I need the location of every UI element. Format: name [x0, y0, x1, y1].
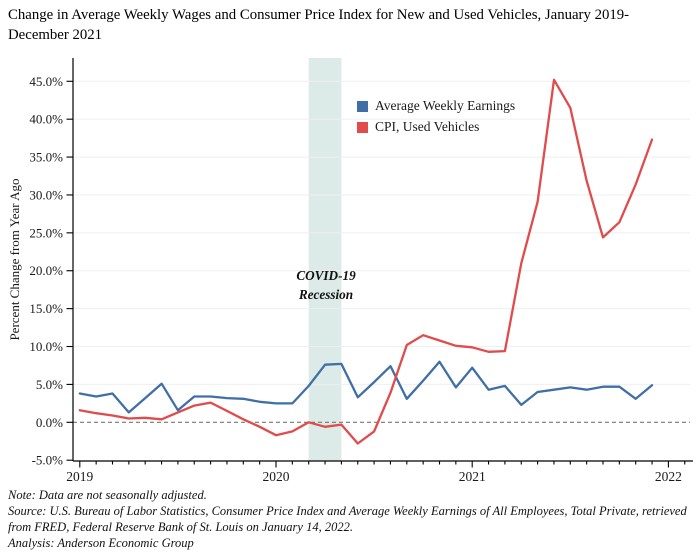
y-tick-label: 5.0% — [36, 377, 63, 392]
x-tick-label: 2020 — [263, 469, 290, 484]
x-tick-label: 2021 — [459, 469, 486, 484]
recession-annotation: COVID-19 Recession — [245, 267, 407, 304]
legend-item-cpi: CPI, Used Vehicles — [357, 119, 515, 135]
earnings-series-swatch — [357, 100, 368, 112]
y-tick-label: 40.0% — [29, 112, 63, 127]
y-tick-label: 0.0% — [36, 415, 63, 430]
legend-label-earnings: Average Weekly Earnings — [375, 98, 516, 113]
series-line-cpi — [78, 78, 654, 445]
y-tick-label: 25.0% — [29, 225, 63, 240]
legend-item-earnings: Average Weekly Earnings — [357, 98, 515, 114]
x-tick-label: 2019 — [66, 469, 93, 484]
y-tick-label: 30.0% — [29, 187, 63, 202]
y-tick-label: 15.0% — [29, 301, 63, 316]
x-tick-label: 2022 — [655, 469, 682, 484]
y-tick-label: -5.0% — [32, 453, 64, 468]
analysis-line: Analysis: Anderson Economic Group — [8, 536, 194, 550]
recession-band — [308, 58, 342, 461]
chart-title: Change in Average Weekly Wages and Consu… — [8, 7, 630, 43]
recession-annotation-line1: COVID-19 — [296, 268, 356, 283]
recession-annotation-line2: Recession — [298, 286, 354, 302]
legend-label-cpi: CPI, Used Vehicles — [375, 119, 480, 134]
y-tick-label: 35.0% — [29, 150, 63, 165]
y-tick-label: 20.0% — [29, 263, 63, 278]
chart-legend: Average Weekly Earnings CPI, Used Vehicl… — [357, 98, 515, 140]
line-chart: -5.0% 0.0% 5.0% 10.0% 15.0% 20.0% 25.0% 30.0% 35… — [7, 58, 693, 484]
source-line: Source: U.S. Bureau of Labor Statistics,… — [8, 504, 687, 534]
cpi-series-swatch — [357, 121, 368, 133]
y-tick-label: 45.0% — [29, 74, 63, 89]
y-axis-title: Percent Change from Year Ago — [7, 178, 22, 340]
y-tick-label: 10.0% — [29, 339, 63, 354]
series-line-earnings — [78, 360, 654, 414]
note-line: Note: Data are not seasonally adjusted. — [8, 488, 207, 502]
chart-notes: Note: Data are not seasonally adjusted. … — [8, 487, 698, 551]
